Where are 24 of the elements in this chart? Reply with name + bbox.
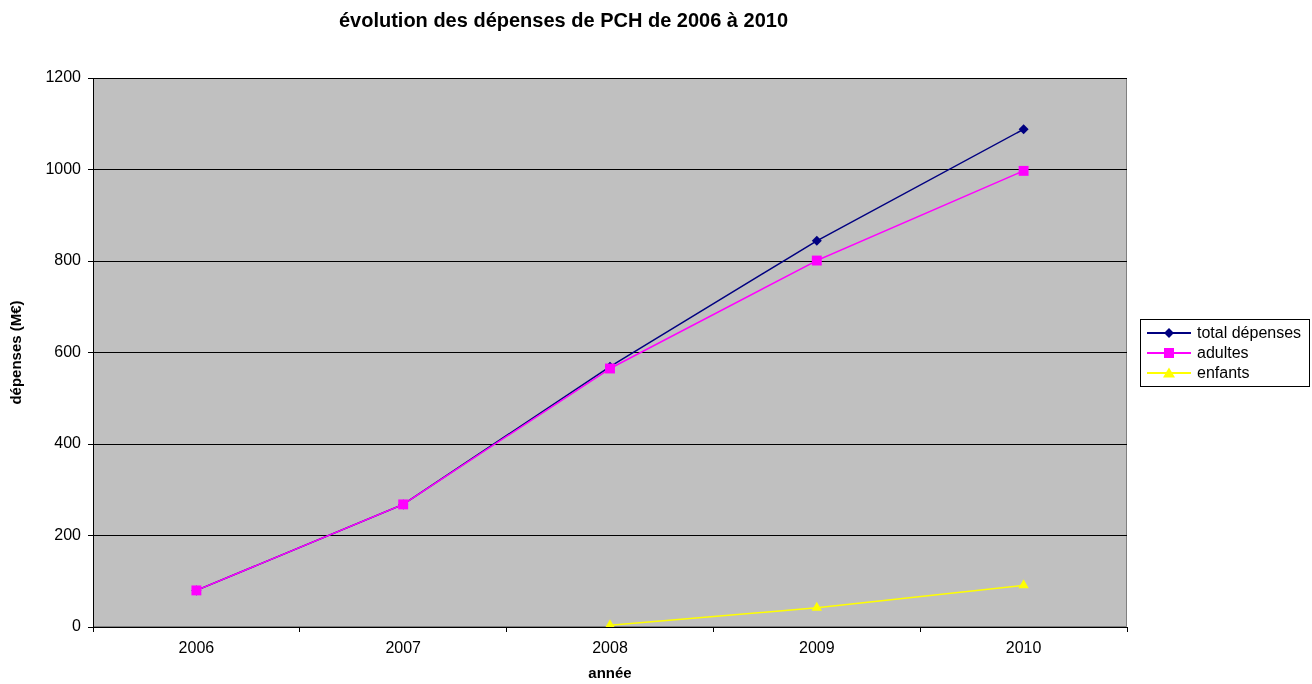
point [811, 255, 822, 266]
point [1018, 124, 1029, 135]
y-tick-label: 200 [54, 525, 82, 543]
legend-label: adultes [1197, 342, 1249, 363]
point [1018, 579, 1029, 589]
x-tick-label: 2009 [799, 639, 835, 657]
x-tick-label: 2007 [385, 639, 422, 657]
x-axis-title: année [588, 664, 632, 682]
y-tick-label: 400 [54, 434, 82, 452]
x-tick-label: 2006 [178, 639, 215, 657]
point [811, 235, 822, 246]
chart-title: évolution des dépenses de PCH de 2006 à 2010 [338, 8, 789, 31]
legend-label: enfants [1197, 362, 1250, 383]
y-tick-label: 600 [54, 342, 82, 360]
point [811, 601, 822, 611]
y-tick-label: 800 [54, 251, 82, 269]
y-axis-title: dépenses (M€) [7, 300, 25, 405]
y-tick-label: 1000 [45, 159, 82, 177]
y-tick-label: 1200 [45, 68, 82, 86]
legend-label: total dépenses [1197, 322, 1302, 343]
x-tick-label: 2010 [1005, 639, 1042, 657]
x-tick-label: 2008 [592, 639, 628, 657]
y-tick-label: 0 [72, 617, 82, 635]
point [1018, 165, 1029, 176]
